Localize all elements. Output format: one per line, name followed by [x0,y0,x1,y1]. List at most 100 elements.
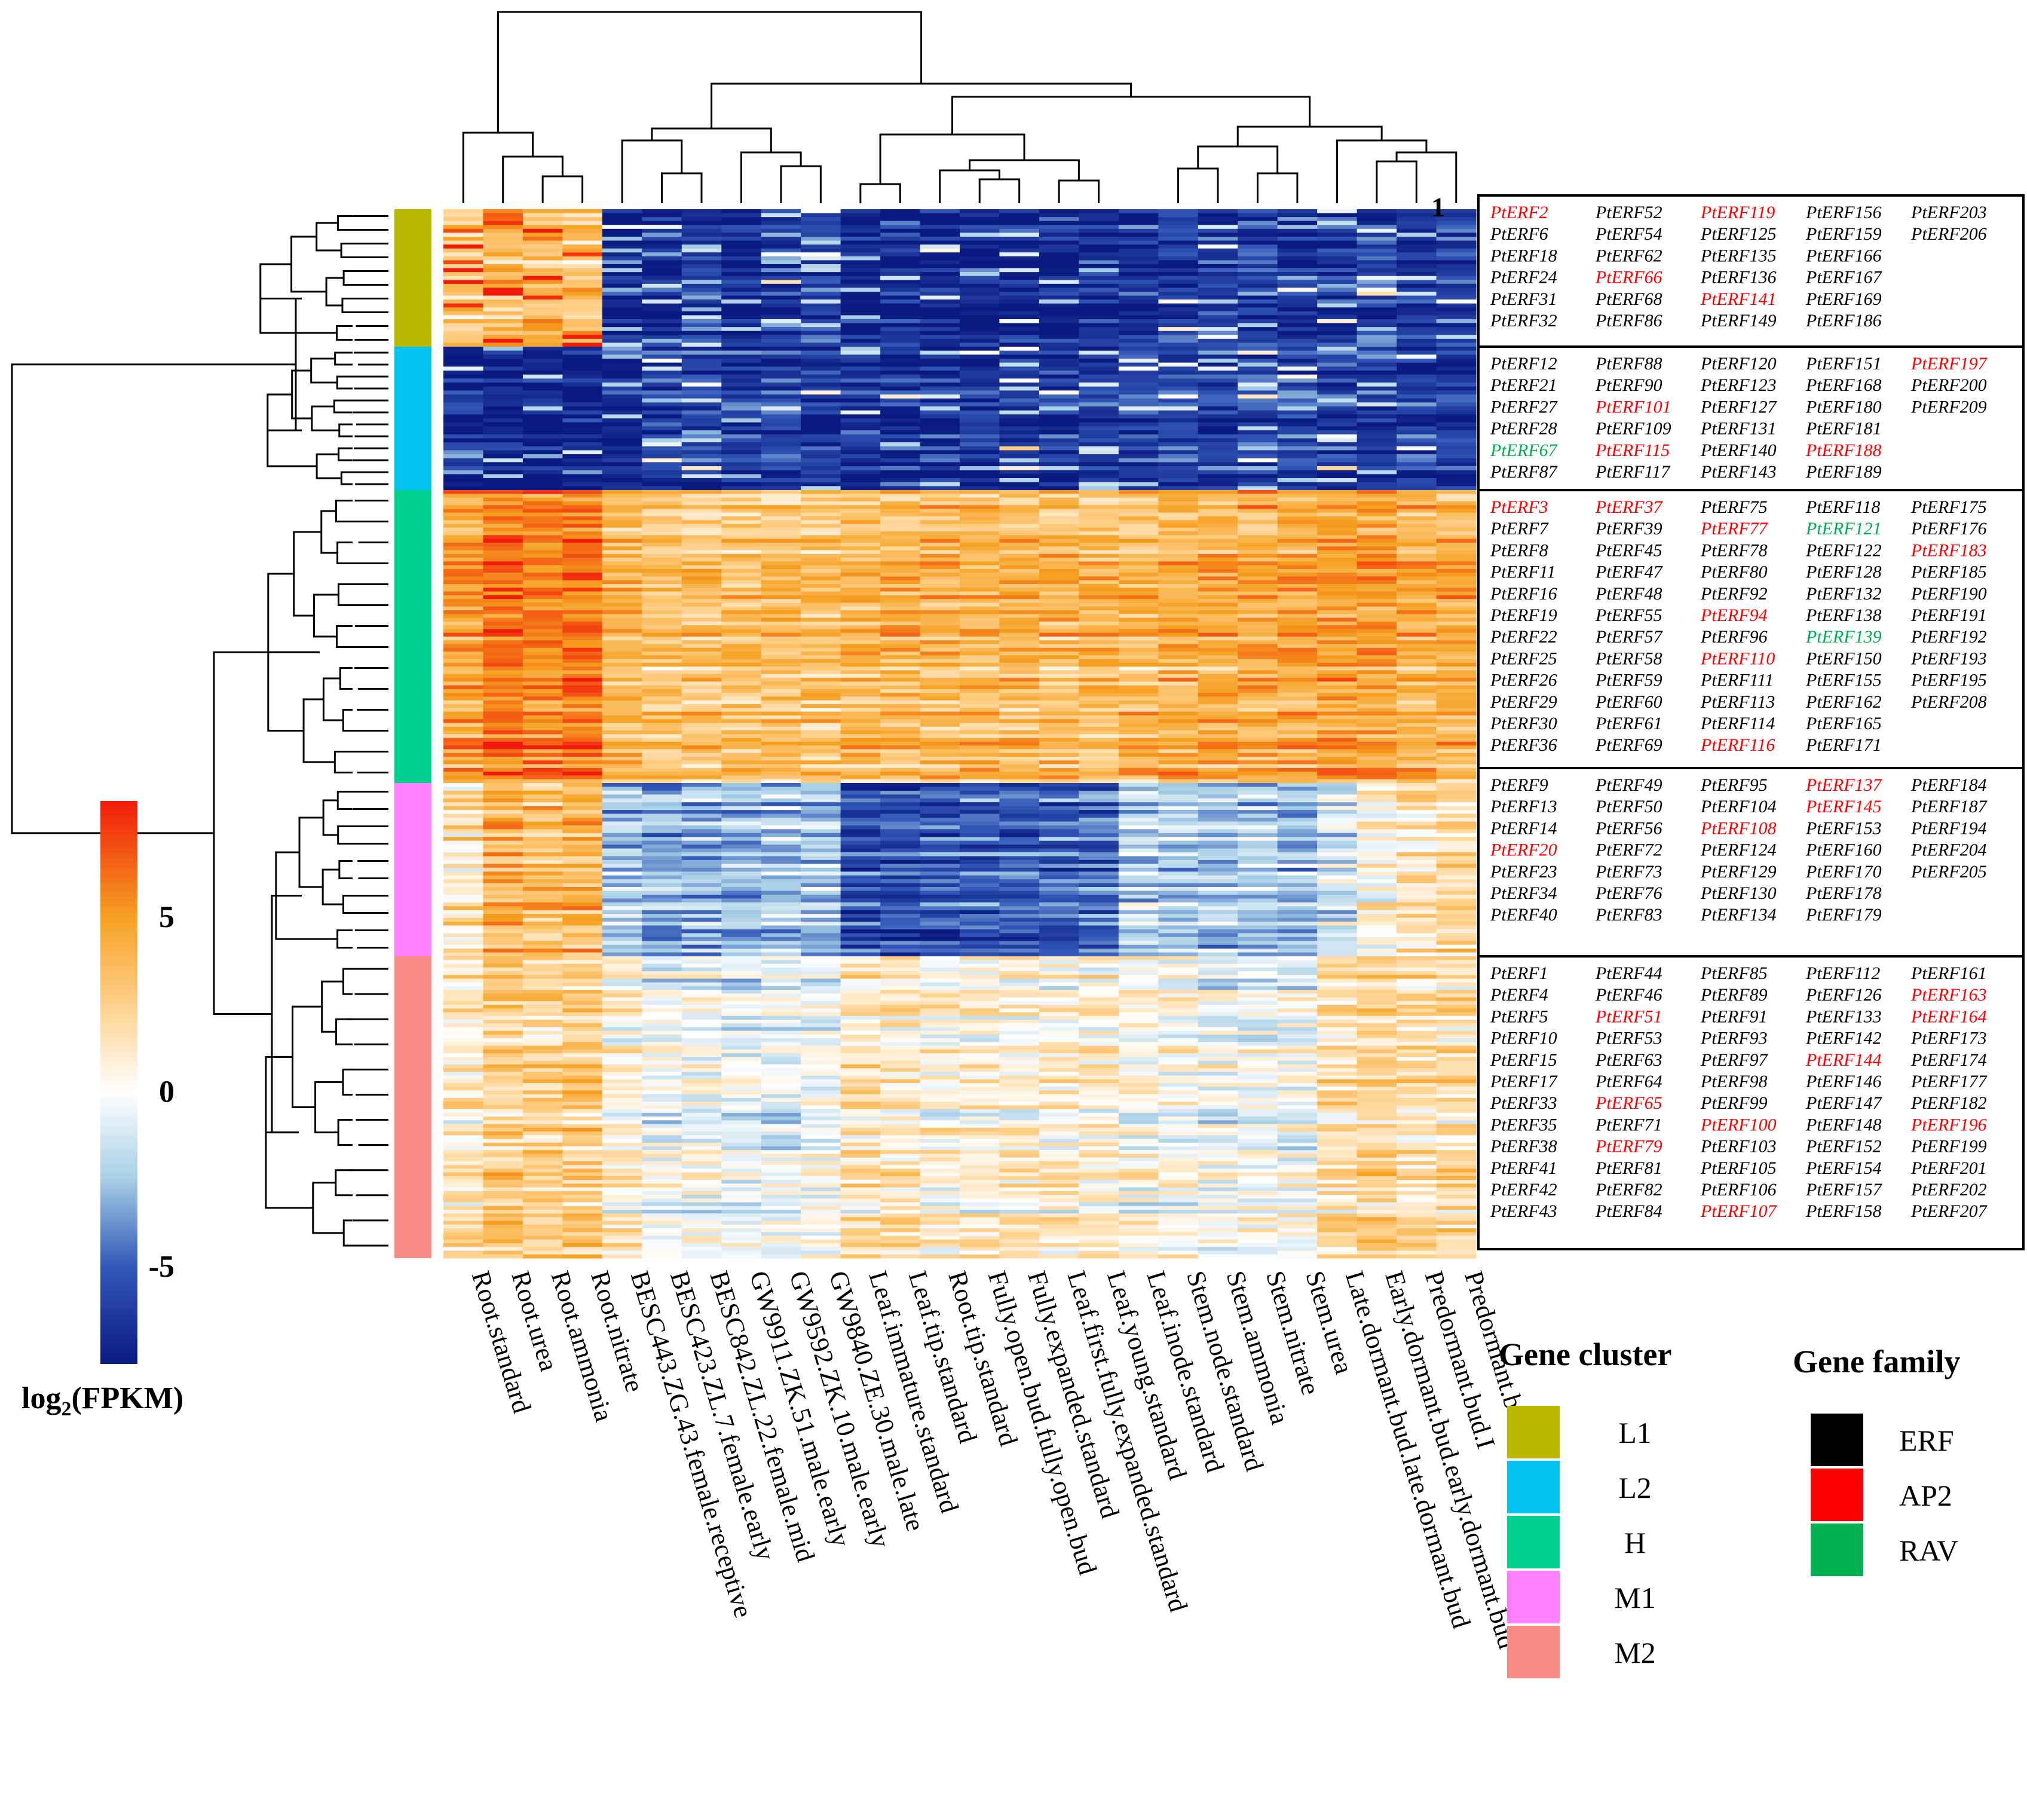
heat-cell [761,933,801,938]
heat-cell [1039,430,1079,435]
heat-cell [1039,917,1079,922]
heat-cell [999,442,1040,447]
heat-cell [960,558,1000,562]
heat-cell [1238,644,1278,649]
heat-cell [522,662,563,667]
heat-cell [801,264,841,269]
heat-cell [960,726,1000,731]
heat-cell [1357,237,1397,241]
heat-cell [1039,632,1079,637]
heat-cell [880,410,921,415]
heat-cell [681,704,722,708]
heat-cell [1357,359,1397,363]
heat-cell [960,359,1000,363]
heat-cell [1357,311,1397,316]
heat-cell [999,910,1040,914]
heat-cell [1198,659,1238,663]
heat-cell [1079,225,1119,230]
heat-cell [999,678,1040,682]
heat-cell [1118,256,1159,261]
heat-cell [1397,640,1437,645]
heat-cell [562,553,603,558]
heat-cell [562,478,603,483]
heat-cell [1079,610,1119,614]
heat-cell [522,217,563,222]
heat-cell [920,414,960,419]
heat-cell [999,501,1040,506]
heat-cell [1158,350,1199,355]
heat-cell [1118,576,1159,581]
heat-cell [1158,599,1199,604]
heat-cell [801,681,841,686]
heat-cell [681,398,722,403]
heat-cell [1317,406,1358,411]
heat-cell [840,209,881,214]
heat-cell [1357,749,1397,754]
heat-cell [1317,879,1358,884]
heat-cell [1357,410,1397,415]
heat-cell [1039,283,1079,289]
heat-cell [1079,462,1119,467]
heat-cell [1158,512,1199,517]
heat-cell [721,398,762,403]
heat-cell [960,693,1000,698]
heat-cell [681,311,722,316]
heat-cell [1238,494,1278,498]
heat-cell [761,573,801,577]
heat-cell [801,438,841,443]
heat-cell [1436,749,1477,754]
heat-cell [761,772,801,776]
heat-cell [562,711,603,716]
heat-cell [483,602,523,607]
heat-cell [522,527,563,532]
heat-cell [999,666,1040,671]
heat-cell [1277,772,1318,776]
heat-cell [1039,772,1079,776]
heat-cell [1397,741,1437,746]
heat-cell [1198,531,1238,536]
heat-cell [1198,550,1238,555]
heat-cell [1357,209,1397,214]
heat-cell [880,466,921,471]
heat-cell [880,283,921,289]
heat-cell [960,864,1000,868]
heat-cell [681,845,722,849]
heat-cell [602,787,642,791]
heat-cell [562,894,603,899]
heat-cell [920,539,960,543]
heat-cell [1198,390,1238,395]
heat-cell [522,378,563,383]
heat-cell [443,845,484,849]
heat-cell [1436,335,1477,339]
heat-cell [1436,655,1477,660]
heat-cell [681,260,722,265]
heat-cell [1158,319,1199,324]
heat-cell [562,749,603,754]
heat-cell [642,734,682,739]
heat-cell [840,520,881,525]
heat-cell [443,749,484,754]
heat-cell [642,520,682,525]
heat-cell [721,553,762,558]
heat-cell [840,662,881,667]
heat-cell [642,802,682,807]
heat-cell [562,614,603,619]
heat-cell [1198,810,1238,815]
heat-cell [880,734,921,739]
heat-cell [522,749,563,754]
heat-cell [1397,810,1437,815]
heat-cell [1118,906,1159,911]
heat-cell [721,276,762,280]
heat-cell [1118,244,1159,249]
heat-cell [1317,276,1358,280]
heat-cell [1277,730,1318,735]
heat-cell [920,591,960,596]
heat-cell [483,458,523,463]
heat-cell [1397,898,1437,903]
heat-cell [880,520,921,525]
heat-cell [562,359,603,363]
heat-cell [443,307,484,312]
heat-cell [1158,209,1199,214]
heat-cell [1357,426,1397,431]
heat-cell [1079,719,1119,724]
